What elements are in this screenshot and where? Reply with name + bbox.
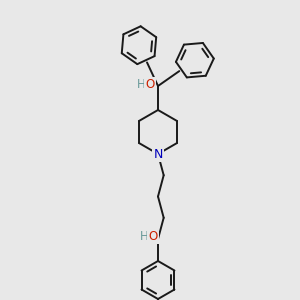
Text: H: H (136, 79, 146, 92)
Text: N: N (153, 148, 163, 160)
Text: O: O (148, 230, 158, 242)
Text: H: H (140, 230, 148, 242)
Text: O: O (146, 79, 154, 92)
